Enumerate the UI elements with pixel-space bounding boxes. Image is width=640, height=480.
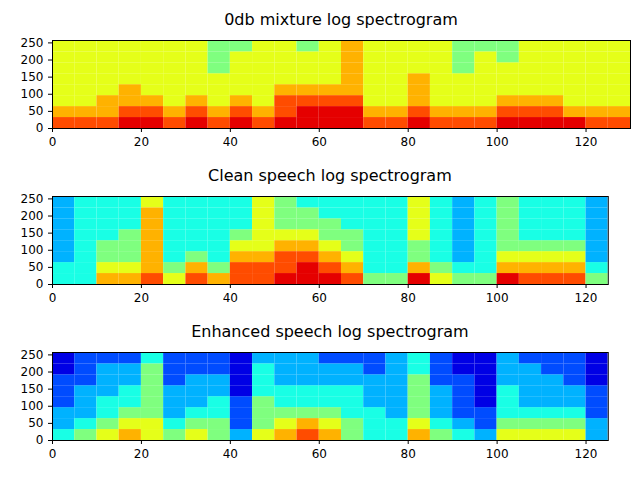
svg-text:80: 80 [401,291,416,305]
html-text:Enhanced speech log spectrogra: Enhanced speech log spectrogram [191,322,469,341]
html-text:0db mixture log spectrogram: 0db mixture log spectrogram [224,10,458,29]
svg-text:100: 100 [486,135,509,149]
svg-text:80: 80 [401,135,416,149]
svg-text:40: 40 [223,447,238,461]
svg-text:150: 150 [21,226,44,240]
svg-text:20: 20 [134,447,149,461]
svg-text:60: 60 [312,291,327,305]
svg-text:120: 120 [575,291,598,305]
svg-text:50: 50 [28,104,43,118]
svg-text:0: 0 [36,433,44,447]
svg-text:100: 100 [21,243,44,257]
svg-text:100: 100 [21,399,44,413]
svg-text:40: 40 [223,291,238,305]
svg-text:0: 0 [36,277,44,291]
svg-text:20: 20 [134,135,149,149]
svg-text:0: 0 [49,135,57,149]
svg-text:120: 120 [575,447,598,461]
svg-text:0: 0 [49,447,57,461]
svg-text:0: 0 [49,291,57,305]
svg-text:60: 60 [312,447,327,461]
svg-text:150: 150 [21,382,44,396]
svg-text:0: 0 [36,121,44,135]
svg-text:100: 100 [486,291,509,305]
svg-text:250: 250 [21,36,44,50]
html-text:Clean speech log spectrogram: Clean speech log spectrogram [208,166,452,185]
svg-text:100: 100 [486,447,509,461]
svg-text:250: 250 [21,348,44,362]
svg-text:150: 150 [21,70,44,84]
svg-text:80: 80 [401,447,416,461]
svg-text:200: 200 [21,53,44,67]
svg-text:200: 200 [21,209,44,223]
svg-text:200: 200 [21,365,44,379]
svg-text:50: 50 [28,416,43,430]
svg-text:60: 60 [312,135,327,149]
svg-text:120: 120 [575,135,598,149]
svg-text:50: 50 [28,260,43,274]
svg-text:40: 40 [223,135,238,149]
svg-text:250: 250 [21,192,44,206]
svg-text:20: 20 [134,291,149,305]
svg-text:100: 100 [21,87,44,101]
